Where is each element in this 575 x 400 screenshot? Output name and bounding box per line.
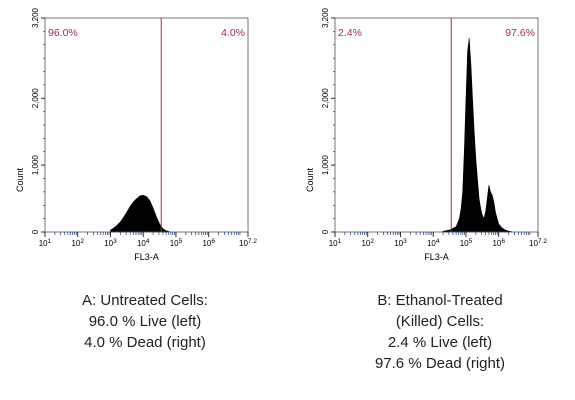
x-axis-label: FL3-A	[134, 252, 159, 262]
x-tick-base: 10	[460, 239, 469, 248]
x-tick-exponent: 5	[179, 238, 183, 245]
y-axis-label: Count	[15, 168, 25, 193]
x-tick-label: 101	[39, 238, 52, 248]
x-tick-base: 10	[492, 239, 501, 248]
x-tick-exponent: 4	[146, 238, 150, 245]
x-tick-exponent: 6	[501, 238, 505, 245]
histogram-area	[442, 38, 513, 233]
caption-b-line-4: 97.6 % Dead (right)	[374, 355, 506, 372]
x-tick-exponent: 4	[436, 238, 440, 245]
x-tick-base: 10	[39, 239, 48, 248]
y-tick-label: 2,000	[321, 88, 330, 109]
x-tick-base: 10	[170, 239, 179, 248]
x-tick-base: 10	[202, 239, 211, 248]
x-tick-label: 103	[394, 238, 407, 248]
x-tick-label: 106	[492, 238, 505, 248]
x-tick-base: 10	[529, 239, 538, 248]
x-tick-exponent: 3	[403, 238, 407, 245]
x-tick-label: 104	[427, 238, 440, 248]
x-tick-exponent: 7.2	[248, 238, 257, 245]
x-tick-base: 10	[71, 239, 80, 248]
x-tick-label: 104	[137, 238, 150, 248]
y-axis-label: Count	[305, 168, 315, 193]
caption-b-line-1: B: Ethanol-Treated	[377, 292, 503, 309]
caption-a-line-3: 4.0 % Dead (right)	[84, 334, 206, 351]
caption-b-line-3: 2.4 % Live (left)	[387, 334, 493, 351]
left-region-percent: 2.4%	[338, 27, 362, 39]
y-tick-label: 3,200	[31, 7, 40, 28]
x-tick-exponent: 6	[211, 238, 215, 245]
x-tick-base: 10	[239, 239, 248, 248]
x-tick-label: 107.2	[239, 238, 257, 248]
right-region-percent: 97.6%	[505, 27, 535, 39]
plot-frame	[334, 17, 539, 233]
x-tick-exponent: 5	[469, 238, 473, 245]
x-tick-exponent: 2	[370, 238, 374, 245]
x-tick-exponent: 7.2	[538, 238, 547, 245]
y-tick-label: 0	[31, 229, 40, 234]
x-tick-base: 10	[394, 239, 403, 248]
caption-a-line-2: 96.0 % Live (left)	[88, 313, 202, 330]
x-tick-exponent: 1	[48, 238, 52, 245]
x-tick-base: 10	[361, 239, 370, 248]
y-tick-label: 1,000	[31, 155, 40, 176]
x-tick-label: 102	[361, 238, 374, 248]
left-region-percent: 96.0%	[48, 27, 78, 39]
y-tick-label: 2,000	[31, 88, 40, 109]
x-tick-label: 101	[329, 238, 342, 248]
caption-b: B: Ethanol-Treated (Killed) Cells: 2.4 %…	[335, 290, 545, 374]
x-tick-base: 10	[137, 239, 146, 248]
x-tick-label: 107.2	[529, 238, 547, 248]
x-tick-exponent: 2	[80, 238, 84, 245]
x-tick-exponent: 1	[338, 238, 342, 245]
x-tick-label: 105	[170, 238, 183, 248]
x-tick-label: 103	[104, 238, 117, 248]
y-tick-label: 0	[321, 229, 330, 234]
caption-a-line-1: A: Untreated Cells:	[82, 292, 208, 309]
x-tick-base: 10	[329, 239, 338, 248]
x-tick-exponent: 3	[113, 238, 117, 245]
histogram-area	[110, 194, 170, 233]
x-tick-base: 10	[104, 239, 113, 248]
x-tick-base: 10	[427, 239, 436, 248]
y-tick-label: 1,000	[321, 155, 330, 176]
caption-a: A: Untreated Cells: 96.0 % Live (left) 4…	[45, 290, 245, 353]
x-tick-label: 106	[202, 238, 215, 248]
right-region-percent: 4.0%	[221, 27, 245, 39]
caption-b-line-2: (Killed) Cells:	[395, 313, 485, 330]
x-axis-label: FL3-A	[424, 252, 449, 262]
x-tick-label: 105	[460, 238, 473, 248]
y-tick-label: 3,200	[321, 7, 330, 28]
x-tick-label: 102	[71, 238, 84, 248]
